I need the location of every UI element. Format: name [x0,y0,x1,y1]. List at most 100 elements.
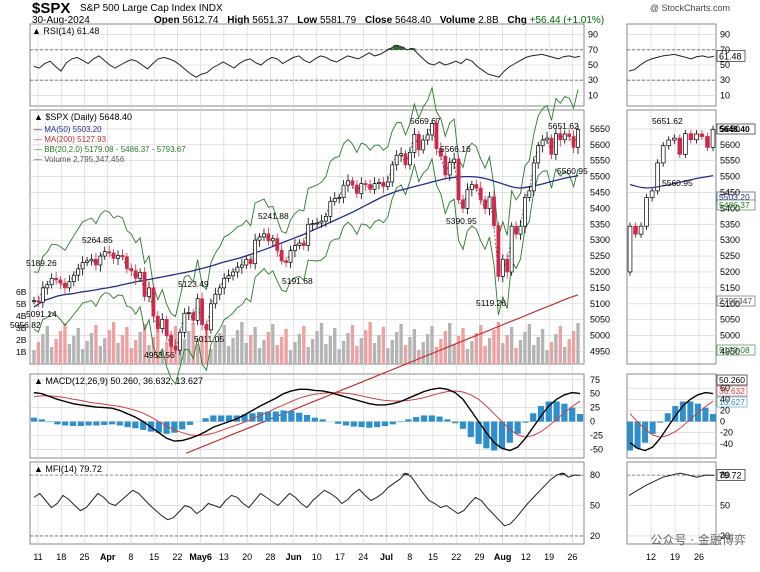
price-zoom-tick: 5250 [720,251,740,261]
price-tick: 5200 [590,267,610,277]
candle [527,190,532,198]
macd-zoom-tick: -40 [720,439,733,449]
volume-bar [483,346,487,364]
candle [505,258,510,273]
macd-value-label: 50.260 [719,375,745,385]
volume-bar [470,341,474,364]
volume-bar [293,342,297,364]
price-tick: 5450 [590,187,610,197]
macd-histogram-bar [132,421,139,429]
candle [284,260,288,263]
candle [425,134,430,141]
macd-histogram-bar [155,421,162,433]
candle [142,271,147,297]
zoom-candle [705,136,710,148]
candle [217,287,222,295]
macd-histogram-bar [280,410,287,422]
macd-tick: -50 [590,444,603,454]
volume-bar [191,323,195,364]
candle [58,279,63,284]
candle [558,133,563,141]
zoom-candle [638,225,644,235]
low-value: 5581.79 [320,15,357,26]
macd-histogram-bar [475,421,482,444]
volume-bar [129,348,133,364]
volume-bar [333,328,337,364]
price-zoom-tick: 5350 [720,219,740,229]
macd-histogram-bar [311,417,318,422]
volume-bar [213,341,218,364]
candle [226,275,231,279]
volume-bar [50,347,54,364]
rsi-tick: 50 [588,60,598,70]
volume-tick: 2B [16,335,27,345]
mfi-zoom-line [628,472,715,496]
price-zoom-tick: 5100 [720,299,740,309]
candle [248,258,253,265]
rsi-zoom-tick: 50 [720,60,730,70]
volume-bar [394,332,399,364]
volume-bar [319,323,324,364]
candle [209,303,213,331]
symbol: $SPX [32,0,71,17]
price-zoom-tick: 5500 [720,172,740,182]
candle [390,164,395,183]
x-tick-label: 22 [172,552,182,562]
volume-bar [173,326,178,364]
volume-bar [310,339,315,364]
macd-histogram-bar [459,421,467,429]
source-credit: @ StockCharts.com [649,3,730,13]
macd-histogram-bar [54,421,61,425]
price-legend-item: — MA(50) 5503.20 [34,125,102,134]
macd-histogram-bar [366,421,373,428]
volume-bar [120,335,125,364]
rsi-tick: 30 [588,75,598,85]
volume-bar [284,329,288,364]
macd-histogram-bar [358,421,365,428]
candle [474,184,479,189]
candle [195,298,200,321]
candle [204,324,209,331]
candle [111,252,116,259]
x-tick-label: 18 [56,552,66,562]
candle [465,189,470,209]
x-tick-label: 24 [358,552,368,562]
rsi-zoom-line [628,53,715,72]
price-annotation: 5264.85 [82,235,113,245]
x-tick-label: 29 [474,552,484,562]
macd-line [33,387,581,452]
x-tick-label: 22 [451,552,461,562]
candle [244,258,249,266]
price-tick: 5550 [590,156,610,166]
rsi-tick: 90 [588,30,598,40]
candle [133,270,138,279]
volume-bar [195,344,200,364]
candle [178,332,182,351]
volume-bar [364,330,368,364]
volume-bar [151,337,156,364]
high-value: 5651.37 [252,15,289,26]
candle [32,300,36,302]
price-legend-item: — BB(20,2.0) 5179.08 - 5486.37 - 5793.67 [34,145,186,154]
candle [71,274,76,282]
volume-bar [147,345,151,364]
price-annotation: 5651.62 [548,121,579,131]
macd-legend: ▲ MACD(12,26,9) 50.260, 36.632, 13.627 [34,376,203,386]
volume-bar [306,347,310,364]
volume-tick: 5B [16,299,27,309]
candle [341,184,346,198]
price-title: ▲ $SPX (Daily) 5648.40 [34,112,132,122]
price-zoom-tick: 5200 [720,267,740,277]
volume-bar [417,350,421,364]
volume-bar [218,333,222,364]
volume-bar [302,326,306,364]
volume-bar [523,332,527,364]
macd-histogram-bar [288,410,295,422]
candle [85,260,89,263]
price-zoom-tick: 5600 [720,140,740,150]
price-tick: 5050 [590,315,610,325]
zoom-macd-histogram-bar [642,421,649,443]
candle [182,312,187,333]
volume-bar [288,350,293,364]
mfi-zoom-tick: 50 [720,501,730,511]
